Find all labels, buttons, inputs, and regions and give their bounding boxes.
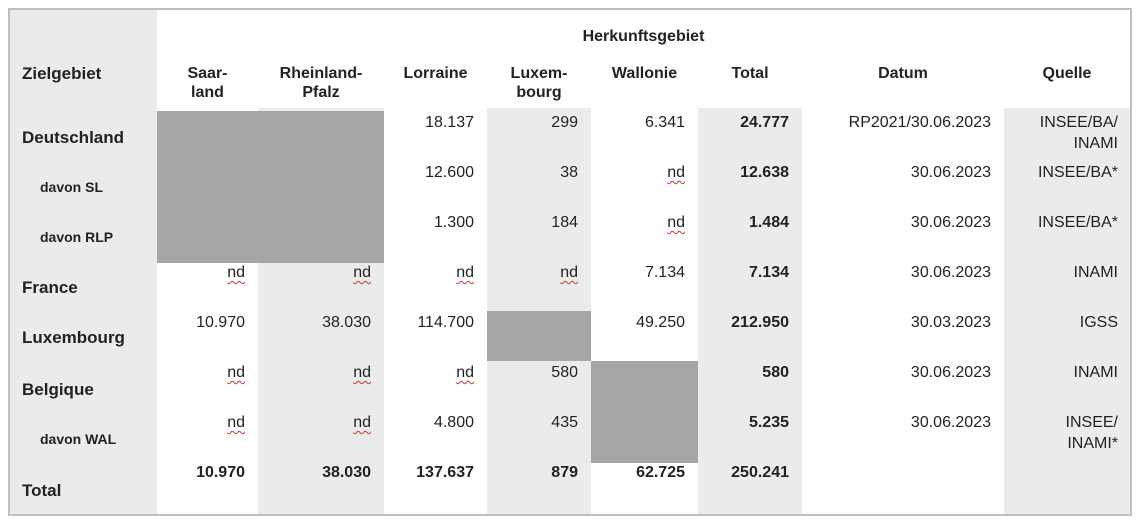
cell-luxembourg: 184 bbox=[551, 214, 578, 231]
zielgebiet-column-bg bbox=[10, 10, 157, 514]
cell-wallonie: 49.250 bbox=[636, 314, 685, 331]
na-block-belgique bbox=[591, 361, 698, 463]
cell-quelle: INSEE/BA* bbox=[1037, 164, 1118, 181]
table-frame bbox=[8, 8, 1132, 516]
cell-luxembourg: nd bbox=[560, 264, 578, 281]
cell-luxembourg: 38 bbox=[560, 164, 578, 181]
cell-total: 580 bbox=[762, 364, 789, 381]
cell-saarland: nd bbox=[227, 364, 245, 381]
row-label: France bbox=[22, 278, 78, 297]
cell-quelle: INSEE/ bbox=[1065, 414, 1118, 431]
cell-wallonie: 62.725 bbox=[636, 464, 685, 481]
cell-datum: 30.06.2023 bbox=[910, 414, 991, 431]
wallonie-header: Wallonie bbox=[611, 65, 678, 82]
row-label: davon SL bbox=[40, 179, 104, 195]
cell-lorraine: 137.637 bbox=[416, 464, 474, 481]
cell-lorraine: 114.700 bbox=[417, 314, 474, 331]
cell-total: 250.241 bbox=[731, 464, 789, 481]
cell-saarland: nd bbox=[227, 264, 245, 281]
cell-datum: 30.06.2023 bbox=[910, 214, 991, 231]
cell-lorraine: 18.137 bbox=[425, 114, 474, 131]
row-label: Total bbox=[22, 481, 62, 500]
cell-total: 7.134 bbox=[748, 264, 789, 281]
row-label: davon WAL bbox=[40, 431, 117, 447]
cell-datum: RP2021/30.06.2023 bbox=[848, 114, 991, 131]
cell-total: 212.950 bbox=[731, 314, 789, 331]
total-column-bg bbox=[698, 108, 802, 514]
cell-saarland: nd bbox=[227, 414, 245, 431]
cell-lorraine: 12.600 bbox=[425, 164, 474, 181]
luxembourg-header: Luxem- bourg bbox=[487, 64, 591, 102]
row-label: Belgique bbox=[22, 380, 94, 399]
cell-datum: 30.06.2023 bbox=[910, 364, 991, 381]
cell-datum: 30.06.2023 bbox=[910, 264, 991, 281]
herkunftsgebiet-header: Herkunftsgebiet bbox=[582, 28, 705, 45]
na-block-luxembourg bbox=[487, 311, 591, 361]
cell-luxembourg: 580 bbox=[551, 364, 578, 381]
rheinland-pfalz-header-line1: Rheinland- bbox=[279, 65, 363, 82]
cell-total: 1.484 bbox=[748, 214, 789, 231]
cell-quelle: INAMI bbox=[1073, 364, 1118, 381]
luxembourg-header-line2: bourg bbox=[516, 84, 562, 101]
zielgebiet-header: Zielgebiet bbox=[22, 64, 102, 83]
cell-datum: 30.03.2023 bbox=[910, 314, 991, 331]
cell-wallonie: nd bbox=[667, 164, 685, 181]
saarland-header-line1: Saar- bbox=[187, 65, 228, 82]
cell-saarland: 10.970 bbox=[196, 314, 245, 331]
cell-luxembourg: 879 bbox=[551, 464, 578, 481]
total-header: Total bbox=[731, 65, 769, 82]
rheinland-pfalz-header-line2: Pfalz bbox=[302, 84, 340, 101]
row-label: Deutschland bbox=[22, 128, 125, 147]
saarland-header: Saar- land bbox=[157, 64, 258, 102]
quelle-column-bg bbox=[1004, 108, 1130, 514]
cell-saarland: 10.970 bbox=[196, 464, 245, 481]
row-label: davon RLP bbox=[40, 229, 114, 245]
quelle-header: Quelle bbox=[1042, 65, 1092, 82]
cell-rlp: 38.030 bbox=[322, 464, 371, 481]
datum-header: Datum bbox=[878, 65, 928, 82]
cell-quelle: IGSS bbox=[1079, 314, 1118, 331]
cell-wallonie: 6.341 bbox=[644, 114, 685, 131]
cell-lorraine: 4.800 bbox=[433, 414, 474, 431]
cell-total: 5.235 bbox=[748, 414, 789, 431]
lorraine-header: Lorraine bbox=[403, 65, 468, 82]
luxembourg-header-line1: Luxem- bbox=[510, 65, 568, 82]
na-block-germany bbox=[157, 111, 384, 263]
cell-rlp: nd bbox=[353, 264, 371, 281]
cell-rlp: 38.030 bbox=[322, 314, 371, 331]
cell-lorraine: 1.300 bbox=[433, 214, 474, 231]
cell-wallonie: nd bbox=[667, 214, 685, 231]
cell-quelle: INAMI* bbox=[1067, 435, 1118, 452]
rheinland-pfalz-header: Rheinland- Pfalz bbox=[258, 64, 384, 102]
cell-datum: 30.06.2023 bbox=[910, 164, 991, 181]
cell-rlp: nd bbox=[353, 364, 371, 381]
cell-lorraine: nd bbox=[456, 364, 474, 381]
cell-total: 24.777 bbox=[740, 114, 789, 131]
cell-luxembourg: 299 bbox=[551, 114, 578, 131]
row-label: Luxembourg bbox=[22, 328, 125, 347]
saarland-header-line2: land bbox=[191, 84, 224, 101]
cell-quelle: INAMI bbox=[1073, 264, 1118, 281]
cell-rlp: nd bbox=[353, 414, 371, 431]
cell-lorraine: nd bbox=[456, 264, 474, 281]
cell-quelle: INSEE/BA* bbox=[1037, 214, 1118, 231]
cell-quelle: INSEE/BA/ bbox=[1039, 114, 1118, 131]
cell-quelle: INAMI bbox=[1073, 135, 1118, 152]
cell-total: 12.638 bbox=[740, 164, 789, 181]
cell-wallonie: 7.134 bbox=[644, 264, 685, 281]
cell-luxembourg: 435 bbox=[551, 414, 578, 431]
